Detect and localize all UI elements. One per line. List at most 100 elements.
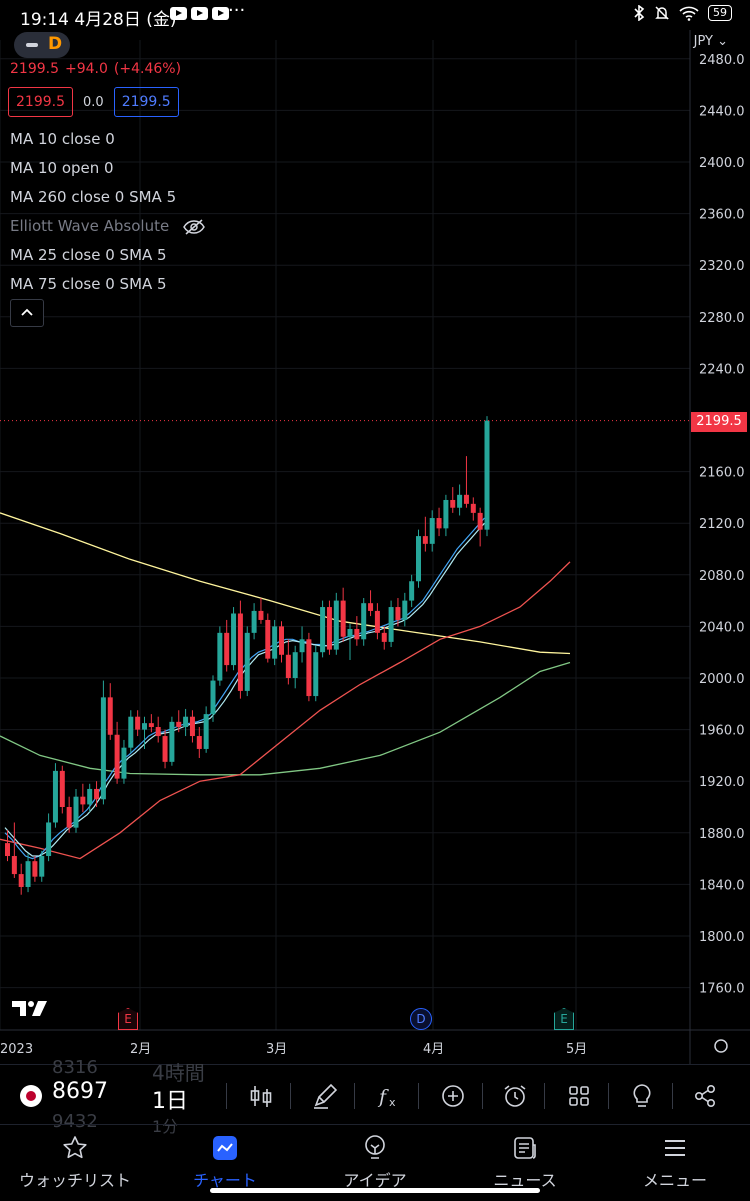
interval-selector[interactable]: 1日	[152, 1089, 188, 1114]
toolbar-divider	[544, 1083, 545, 1109]
bluetooth-icon	[634, 5, 645, 21]
candle-body	[162, 736, 168, 762]
sell-price-button[interactable]: 2199.5	[8, 87, 73, 117]
toolbar-divider	[354, 1083, 355, 1109]
nav-menu-label: メニュー	[642, 1171, 707, 1190]
candle-body	[237, 613, 243, 691]
candle-body	[80, 796, 86, 805]
youtube-icon	[170, 7, 187, 20]
candle-body	[402, 600, 408, 620]
price-tick-label: 2160.0	[699, 466, 745, 481]
candle-body	[395, 607, 401, 620]
candle-body	[416, 536, 421, 582]
newspaper-icon	[514, 1137, 536, 1159]
nav-watchlist-label: ウォッチリスト	[18, 1171, 131, 1190]
symbol-prev[interactable]: 8316	[52, 1057, 98, 1078]
candle-body	[114, 734, 120, 779]
nav-news-label: ニュース	[493, 1171, 557, 1190]
candle-body	[155, 727, 161, 737]
candle-body	[429, 518, 435, 544]
time-tick-label: 3月	[266, 1042, 287, 1057]
candle-body	[306, 639, 312, 697]
nav-chart[interactable]: チャート	[155, 1133, 295, 1191]
candlestick-type-icon[interactable]	[246, 1081, 276, 1111]
price-tick-label: 1800.0	[699, 930, 745, 945]
candle-body	[231, 613, 237, 666]
toolbar-divider	[418, 1083, 419, 1109]
indicator-ma25[interactable]: MA 25 close 0 SMA 5	[10, 246, 167, 264]
symbol-next[interactable]: 9432	[52, 1111, 98, 1132]
dividend-marker[interactable]: D	[410, 1008, 432, 1030]
indicator-ma75[interactable]: MA 75 close 0 SMA 5	[10, 275, 167, 293]
japan-flag-icon	[20, 1085, 42, 1107]
youtube-icon	[212, 7, 229, 20]
candle-body	[292, 652, 298, 678]
candle-body	[210, 680, 216, 715]
toolbar-divider	[290, 1083, 291, 1109]
currency-selector[interactable]: JPY ⌄	[694, 34, 728, 49]
interval-next[interactable]: 1分	[152, 1117, 179, 1136]
more-notifications-icon: ···	[228, 0, 246, 21]
candle-body	[450, 499, 456, 508]
status-notification-icons	[170, 7, 229, 20]
candle-body	[279, 626, 284, 655]
candle-body	[183, 716, 189, 728]
price-tick-label: 2240.0	[699, 362, 745, 377]
candle-body	[326, 607, 332, 650]
price-chart[interactable]: 2480.0 2440.0 2400.0 2360.0 2320.0 2280.0 2240…	[0, 0, 750, 1064]
candle-body	[107, 697, 113, 735]
indicator-ma260[interactable]: MA 260 close 0 SMA 5	[10, 188, 177, 206]
symbol-interval-pill[interactable]: D	[14, 32, 70, 58]
collapse-legend-button[interactable]	[10, 299, 44, 327]
time-tick-label: 2月	[130, 1042, 151, 1057]
indicator-ma10-open[interactable]: MA 10 open 0	[10, 159, 114, 177]
share-icon[interactable]	[690, 1081, 720, 1111]
symbol-selector[interactable]: 8697	[52, 1079, 108, 1104]
status-bar: 19:14 4月28日 (金) ··· 59	[0, 0, 750, 30]
interval-prev[interactable]: 4時間	[152, 1061, 205, 1085]
price-tick-label: 1960.0	[699, 724, 745, 739]
nav-news[interactable]: ニュース	[455, 1133, 595, 1191]
candle-body	[121, 747, 127, 779]
candle-body	[5, 843, 10, 857]
chevron-up-icon	[21, 308, 33, 316]
indicator-ma10-close[interactable]: MA 10 close 0	[10, 130, 115, 148]
add-icon[interactable]	[438, 1081, 468, 1111]
candle-body	[477, 512, 483, 530]
candle-body	[333, 600, 339, 650]
earnings-marker[interactable]: E	[118, 1008, 138, 1030]
candle-body	[463, 494, 469, 504]
toolbar-divider	[226, 1083, 227, 1109]
price-tick-label: 1880.0	[699, 827, 745, 842]
ma260-line	[0, 512, 571, 655]
collapse-dash-icon	[26, 43, 38, 47]
earnings-marker[interactable]: E	[554, 1008, 574, 1030]
eye-off-icon[interactable]	[183, 218, 206, 235]
alarm-icon[interactable]	[500, 1081, 530, 1111]
chevron-down-icon: ⌄	[717, 34, 728, 49]
layout-grid-icon[interactable]	[564, 1081, 594, 1111]
candle-body	[285, 654, 291, 678]
candle-body	[251, 610, 257, 633]
candle-body	[388, 607, 394, 642]
candle-body	[409, 581, 415, 601]
price-tick-label: 2000.0	[699, 672, 745, 687]
candle-body	[169, 721, 175, 762]
drawing-tools-icon[interactable]	[310, 1081, 340, 1111]
buy-price-button[interactable]: 2199.5	[113, 87, 179, 117]
time-tick-label: 4月	[423, 1042, 444, 1057]
candle-body	[340, 600, 346, 637]
candle-body	[374, 610, 380, 633]
nav-watchlist[interactable]: ウォッチリスト	[5, 1133, 145, 1191]
lightbulb-icon[interactable]	[627, 1081, 657, 1111]
nav-menu[interactable]: メニュー	[605, 1133, 745, 1191]
home-indicator	[210, 1188, 540, 1193]
lightbulb-icon	[365, 1135, 385, 1159]
nav-ideas[interactable]: アイデア	[305, 1133, 445, 1191]
candle-body	[436, 518, 442, 529]
price-change-line: 2199.5 +94.0 (+4.46%)	[10, 61, 187, 77]
candle-body	[176, 721, 182, 728]
indicator-elliott-wave[interactable]: Elliott Wave Absolute	[10, 215, 206, 244]
